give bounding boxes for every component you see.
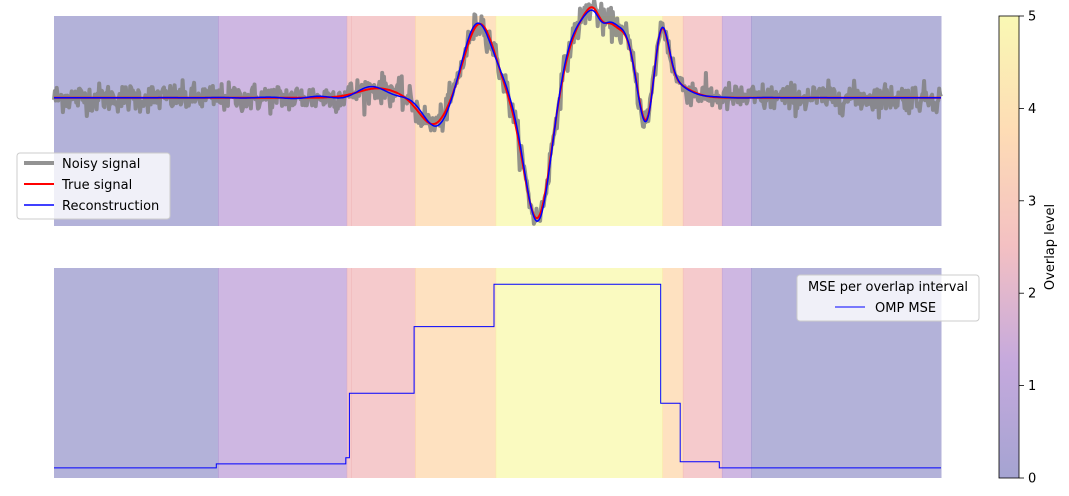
bottom-band-4 [415,268,497,478]
colorbar-tick-label-5: 5 [1028,10,1036,25]
colorbar-frame [998,15,1020,479]
top-band-5 [495,16,663,226]
signal-lines [52,0,943,226]
colorbar: 0 1 2 3 4 5 Overlap level [998,10,1058,487]
mse-lines [54,283,941,469]
signal-legend: Noisy signal True signal Reconstruction [16,152,171,220]
top-band-8 [721,16,752,226]
bottom-band-3 [351,268,416,478]
top-band-1 [218,16,348,226]
bottom-band-0 [54,268,219,478]
colorbar-fill [999,16,1019,478]
top-band-2 [346,16,352,226]
bottom-band-7 [682,268,723,478]
bottom-band-8 [721,268,752,478]
legend-label-reconstruction: Reconstruction [62,199,159,214]
signal-legend-box [16,152,171,220]
colorbar-tick-label-3: 3 [1028,194,1036,209]
legend-label-true: True signal [61,178,132,193]
top-band-6 [662,16,684,226]
bottom-band-6 [662,268,684,478]
bottom-band-1 [218,268,348,478]
colorbar-tick-label-1: 1 [1028,379,1036,394]
top-band-9 [751,16,942,226]
colorbar-label: Overlap level [1043,204,1058,290]
colorbar-tick-label-2: 2 [1028,287,1036,302]
colorbar-tick-label-4: 4 [1028,102,1036,117]
mse-legend-box [796,274,980,322]
bottom-band-5 [495,268,663,478]
mse-legend-title: MSE per overlap interval [808,280,968,295]
legend-label-omp-mse: OMP MSE [875,301,936,316]
reconstruction-line [54,9,941,222]
colorbar-tick-label-0: 0 [1028,472,1036,487]
signal-panel [52,0,943,226]
overlap-bands-top [54,16,942,226]
mse-legend: MSE per overlap interval OMP MSE [796,274,980,322]
legend-label-noisy: Noisy signal [62,157,140,172]
omp-mse-line [54,283,941,469]
top-band-3 [351,16,416,226]
top-band-7 [682,16,723,226]
bottom-band-2 [346,268,352,478]
colorbar-ticks: 0 1 2 3 4 5 [1019,10,1036,487]
